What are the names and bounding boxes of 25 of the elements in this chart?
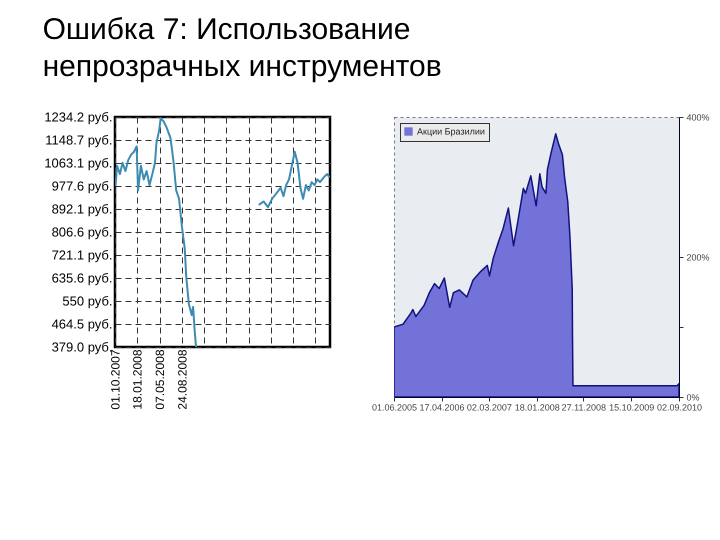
y-tick-label: 1148.7 руб. — [45, 132, 112, 148]
x-tick-label: 24.08.2008 — [175, 349, 190, 410]
y-tick-label: 464.5 руб. — [52, 316, 112, 332]
y-tick-label: 1234.2 руб. — [44, 110, 112, 124]
y-tick-label: 550 руб. — [62, 294, 112, 309]
y-tick-label: 977.6 руб. — [52, 178, 112, 194]
chart-title: Ошибка 7: Использование непрозрачных инструментов — [42, 12, 442, 83]
y-tick-label: 721.1 руб. — [52, 247, 112, 262]
x-tick-label: 18.01.2008 — [130, 349, 145, 410]
y-tick-label: 200% — [686, 252, 710, 262]
y-tick-label: 635.6 руб. — [52, 270, 112, 286]
y-tick-label: 892.1 руб. — [52, 202, 112, 217]
y-tick-label: 400% — [686, 112, 710, 122]
x-tick-label: 02.03.2007 — [466, 402, 512, 412]
x-tick-label: 15.10.2009 — [609, 402, 654, 412]
x-tick-label: 01.06.2005 — [372, 402, 418, 412]
x-tick-label: 17.04.2006 — [420, 402, 465, 412]
x-tick-label: 27.11.2008 — [562, 402, 606, 412]
y-tick-label: 806.6 руб. — [52, 224, 112, 240]
x-tick-label: 07.05.2008 — [153, 349, 168, 410]
x-tick-label: 18.01.2008 — [514, 402, 560, 412]
y-tick-label: 0% — [686, 392, 700, 402]
legend-label: Акции Бразилии — [417, 126, 485, 136]
y-tick-label: 1063.1 руб. — [44, 156, 112, 171]
x-tick-label: 02.09.2010 — [656, 402, 702, 412]
